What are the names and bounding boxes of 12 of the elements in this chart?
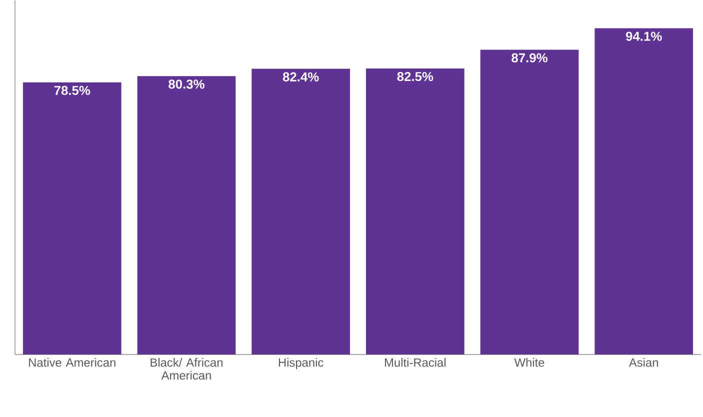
x-tick-label: Black/ African American xyxy=(150,358,222,380)
data-label: 82.5% xyxy=(397,72,434,81)
x-tick-label: White xyxy=(514,358,544,367)
x-tick-label: Asian xyxy=(628,358,658,367)
x-tick-label: Multi-Racial xyxy=(385,358,446,367)
data-label: 94.1% xyxy=(626,32,662,41)
data-label: 78.5% xyxy=(54,86,90,95)
x-tick-label: Hispanic xyxy=(278,358,324,369)
data-label: 87.9% xyxy=(512,53,548,62)
data-label: 80.3% xyxy=(168,79,204,89)
x-tick-label: Native American xyxy=(29,358,116,367)
data-label: 82.4% xyxy=(282,72,319,82)
